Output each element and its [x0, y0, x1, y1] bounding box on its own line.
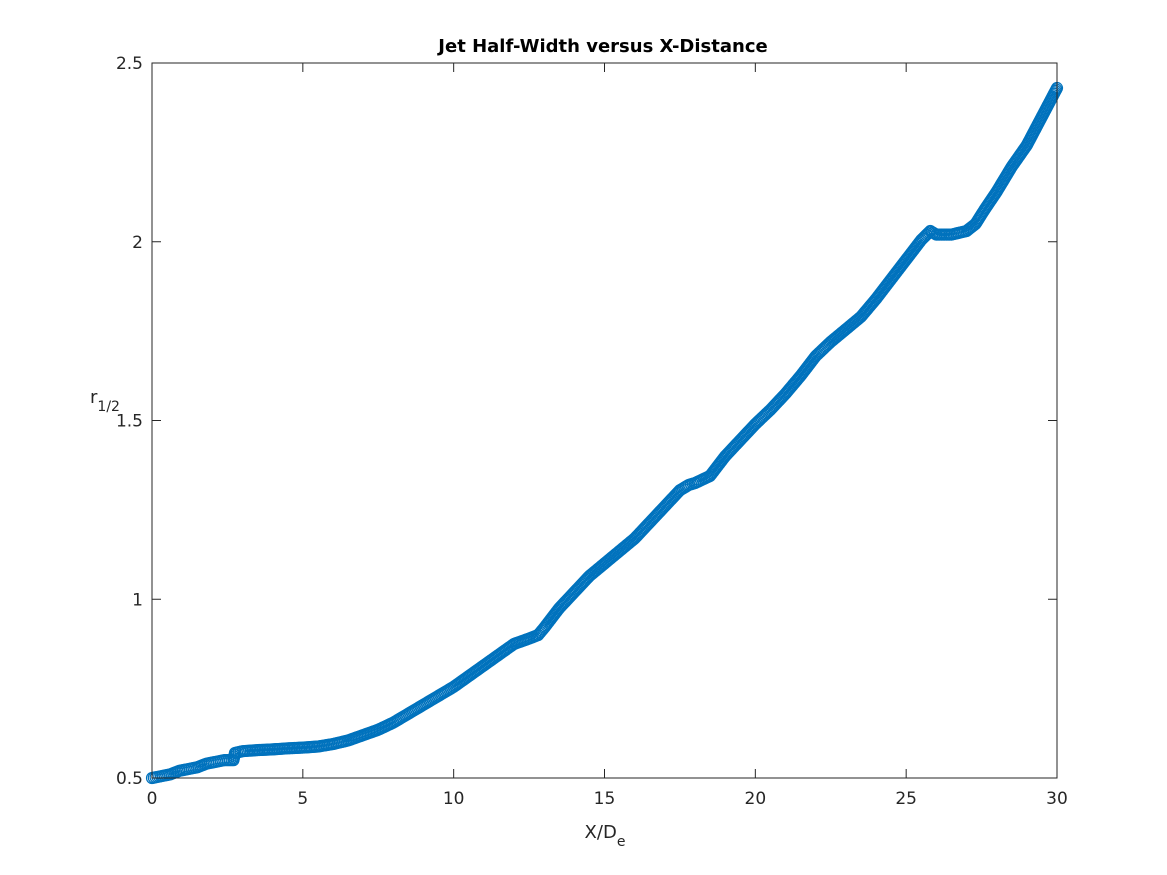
y-axis-label-sub: 1/2: [97, 399, 120, 415]
y-axis-label-base: r: [90, 387, 98, 408]
x-axis-label-sub: e: [617, 834, 626, 850]
x-tick-label: 15: [594, 789, 616, 809]
plot-area: [152, 63, 1057, 778]
x-tick-label: 0: [147, 789, 158, 809]
y-axis-label: r1/2: [90, 387, 120, 415]
chart-title: Jet Half-Width versus X-Distance: [436, 36, 767, 57]
axes-box: [151, 62, 1058, 779]
x-axis-label-base: X/D: [585, 822, 617, 843]
y-tick-label: 0.5: [116, 769, 143, 789]
y-tick-label: 2.5: [116, 54, 143, 74]
ticks-layer: 0 5 10 15 20 25 30 0.5 1 1.5 2 2.5: [116, 54, 1068, 809]
x-tick-label: 10: [443, 789, 465, 809]
x-tick-label: 30: [1046, 789, 1068, 809]
y-tick-label: 1.5: [116, 412, 143, 432]
x-tick-label: 20: [745, 789, 767, 809]
y-tick-label: 1: [132, 590, 143, 610]
x-tick-label: 25: [895, 789, 917, 809]
y-tick-label: 2: [132, 233, 143, 253]
x-axis-label: X/De: [585, 822, 626, 850]
axes-frame: [151, 62, 1058, 779]
x-tick-label: 5: [297, 789, 308, 809]
